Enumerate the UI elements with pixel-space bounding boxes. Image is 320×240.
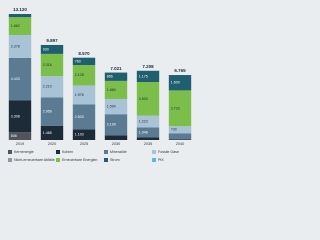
- segment-label: 4.433: [11, 77, 20, 81]
- segment-label: 730: [171, 128, 177, 132]
- segment-label: 1.600: [171, 81, 180, 85]
- bar-segment: [104, 80, 128, 99]
- legend-swatch: [8, 158, 12, 162]
- segment-label: 1.880: [107, 88, 116, 92]
- segment-label: 1.175: [139, 74, 148, 78]
- bar-segment: [136, 127, 160, 138]
- segment-label: 2.210: [43, 85, 52, 89]
- legend-label: Kernenergie: [14, 150, 34, 154]
- segment-label: 1.862: [11, 24, 20, 28]
- bar-segment: [8, 14, 32, 18]
- legend-label: PtX: [158, 158, 164, 162]
- x-tick-label: 2019: [16, 142, 24, 146]
- segment-label: 1.046: [139, 130, 148, 134]
- legend-swatch: [104, 150, 108, 154]
- legend-label: Kohlen: [62, 150, 73, 154]
- segment-label: 1.103: [75, 133, 84, 137]
- bar-segment: [72, 129, 96, 140]
- segment-label: 3.308: [11, 114, 20, 118]
- legend-swatch: [56, 158, 60, 162]
- total-label: 13.120: [13, 7, 27, 12]
- bar-segment: [8, 17, 32, 36]
- bar-segment: [8, 132, 32, 140]
- bar-segment: [40, 125, 64, 140]
- segment-label: 1.976: [75, 93, 84, 97]
- legend-label: Erneuerbare Energien: [62, 158, 97, 162]
- segment-label: 1.590: [107, 105, 116, 109]
- bar-segment: [72, 57, 96, 65]
- segment-label: 930: [43, 47, 49, 51]
- bar-segment: [136, 115, 160, 128]
- segment-label: 2.603: [75, 115, 84, 119]
- bar-segment: [168, 126, 192, 134]
- segment-label: 2.956: [43, 109, 52, 113]
- segment-label: 1.223: [139, 119, 148, 123]
- bar-segment: [136, 70, 160, 83]
- legend-swatch: [152, 158, 156, 162]
- bar-segment: [104, 114, 128, 136]
- bar-segment: [136, 82, 160, 116]
- x-tick-label: 2040: [176, 142, 184, 146]
- legend-swatch: [56, 150, 60, 154]
- total-label: 7.021: [110, 66, 122, 71]
- bar-segment: [104, 72, 128, 81]
- bar-segment: [8, 35, 32, 58]
- bar-segment: [168, 139, 192, 140]
- legend-swatch: [152, 150, 156, 154]
- segment-label: 808: [11, 134, 17, 138]
- bar-segment: [8, 57, 32, 101]
- chart: 808 3.308 4.433 2.378 1.862 13.120 2019 1.485 2.…: [8, 7, 192, 162]
- bar-segment: [136, 137, 160, 140]
- legend-swatch: [104, 158, 108, 162]
- legend-label: Nicht-erneuerbare Abfälle: [14, 158, 55, 162]
- bar-segment: [72, 64, 96, 86]
- bar-segment: [40, 44, 64, 54]
- total-label: 6.765: [174, 68, 186, 73]
- bar-segment: [8, 100, 32, 133]
- x-tick-label: 2035: [144, 142, 152, 146]
- x-tick-label: 2025: [80, 142, 88, 146]
- x-tick-label: 2020: [48, 142, 56, 146]
- segment-label: 2.378: [11, 44, 20, 48]
- segment-label: 866: [107, 75, 113, 79]
- legend-label: Strom: [110, 158, 120, 162]
- bar-segment: [40, 97, 64, 126]
- segment-label: 2.316: [43, 63, 52, 67]
- segment-label: 2.199: [107, 123, 116, 127]
- bar-segment: [168, 90, 192, 127]
- legend-label: Mineralöle: [110, 150, 127, 154]
- bar-segment: [72, 85, 96, 105]
- segment-label: 760: [75, 59, 81, 63]
- total-label: 8.570: [78, 51, 90, 56]
- x-tick-label: 2030: [112, 142, 120, 146]
- bar-segment: [168, 75, 192, 91]
- segment-label: 3.500: [139, 97, 148, 101]
- bar-segment: [40, 53, 64, 77]
- segment-label: 3.733: [171, 106, 180, 110]
- total-label: 9.897: [46, 38, 58, 43]
- bar-segment: [40, 76, 64, 98]
- segment-label: 1.485: [43, 131, 52, 135]
- total-label: 7.208: [142, 64, 154, 69]
- bar-segment: [72, 104, 96, 130]
- bar-segment: [104, 98, 128, 115]
- bar-segment: [168, 133, 192, 140]
- segment-label: 2.128: [75, 73, 84, 77]
- legend-swatch: [8, 150, 12, 154]
- legend-label: Fossile Gase: [158, 150, 179, 154]
- bar-segment: [104, 135, 128, 140]
